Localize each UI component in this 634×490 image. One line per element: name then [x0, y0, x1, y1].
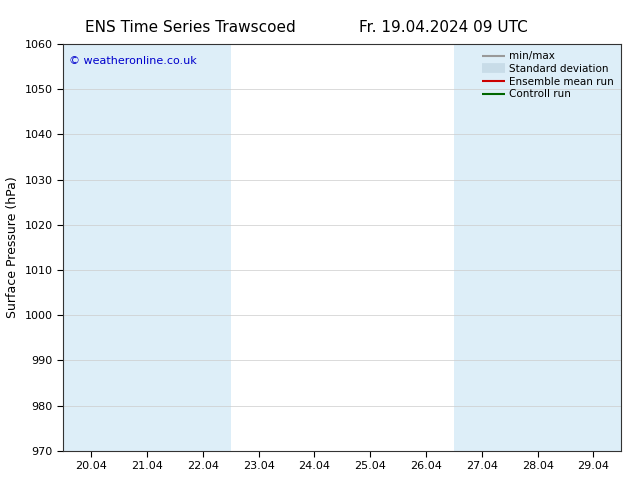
Y-axis label: Surface Pressure (hPa): Surface Pressure (hPa) — [6, 176, 19, 318]
Text: ENS Time Series Trawscoed: ENS Time Series Trawscoed — [85, 20, 295, 35]
Text: © weatheronline.co.uk: © weatheronline.co.uk — [69, 56, 197, 66]
Bar — [454, 44, 621, 451]
Text: Fr. 19.04.2024 09 UTC: Fr. 19.04.2024 09 UTC — [359, 20, 528, 35]
Bar — [63, 44, 231, 451]
Legend: min/max, Standard deviation, Ensemble mean run, Controll run: min/max, Standard deviation, Ensemble me… — [480, 49, 616, 101]
